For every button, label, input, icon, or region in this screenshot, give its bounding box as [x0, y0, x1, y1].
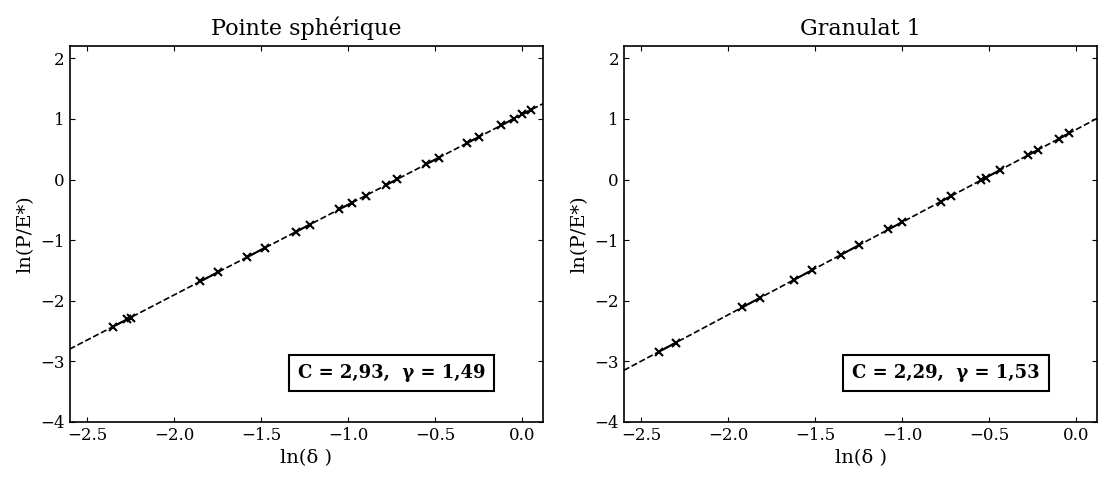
Text: C = 2,29,  γ = 1,53: C = 2,29, γ = 1,53 — [852, 364, 1039, 382]
X-axis label: ln(δ ): ln(δ ) — [834, 449, 887, 468]
Title: Granulat 1: Granulat 1 — [800, 18, 921, 40]
Text: C = 2,93,  γ = 1,49: C = 2,93, γ = 1,49 — [297, 364, 486, 382]
Y-axis label: ln(P/E*): ln(P/E*) — [570, 195, 589, 273]
X-axis label: ln(δ ): ln(δ ) — [281, 449, 332, 468]
Y-axis label: ln(P/E*): ln(P/E*) — [17, 195, 35, 273]
Title: Pointe sphérique: Pointe sphérique — [211, 16, 402, 40]
